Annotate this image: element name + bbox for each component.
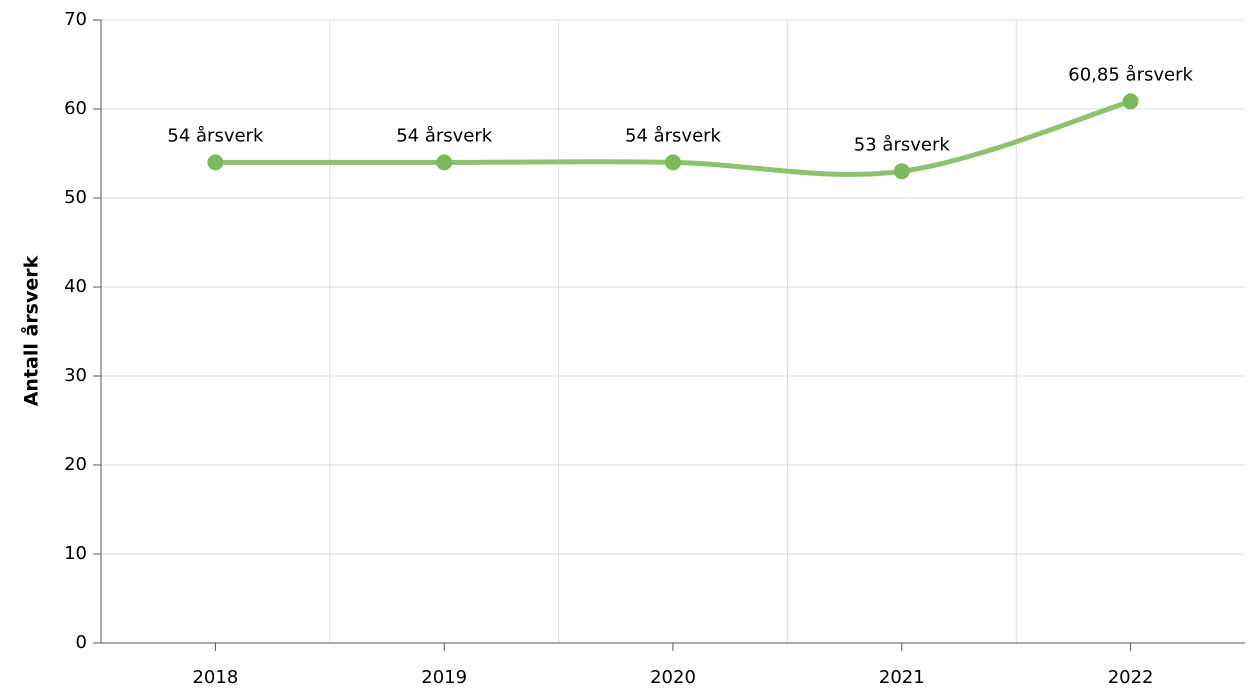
y-tick-label: 70 (64, 9, 87, 30)
y-tick-label: 10 (64, 543, 87, 564)
x-tick-label: 2020 (650, 667, 696, 688)
x-tick-label: 2019 (421, 667, 467, 688)
x-tick-label: 2022 (1108, 667, 1154, 688)
x-tick-label: 2021 (879, 667, 925, 688)
y-tick-label: 20 (64, 454, 87, 475)
y-tick-label: 60 (64, 98, 87, 119)
y-tick-label: 30 (64, 365, 87, 386)
data-label: 54 årsverk (167, 125, 264, 146)
y-tick-label: 50 (64, 187, 87, 208)
marker (893, 163, 910, 180)
data-label: 60,85 årsverk (1068, 64, 1193, 85)
data-label: 53 årsverk (854, 134, 951, 155)
data-label: 54 årsverk (396, 125, 493, 146)
y-tick-label: 40 (64, 276, 87, 297)
marker (207, 154, 224, 171)
x-tick-label: 2018 (192, 667, 238, 688)
marker (1122, 93, 1139, 110)
marker (436, 154, 453, 171)
marker (665, 154, 681, 171)
y-axis-label: Antall årsverk (19, 255, 43, 406)
data-label: 54 årsverk (625, 125, 722, 146)
y-tick-label: 0 (76, 632, 87, 653)
